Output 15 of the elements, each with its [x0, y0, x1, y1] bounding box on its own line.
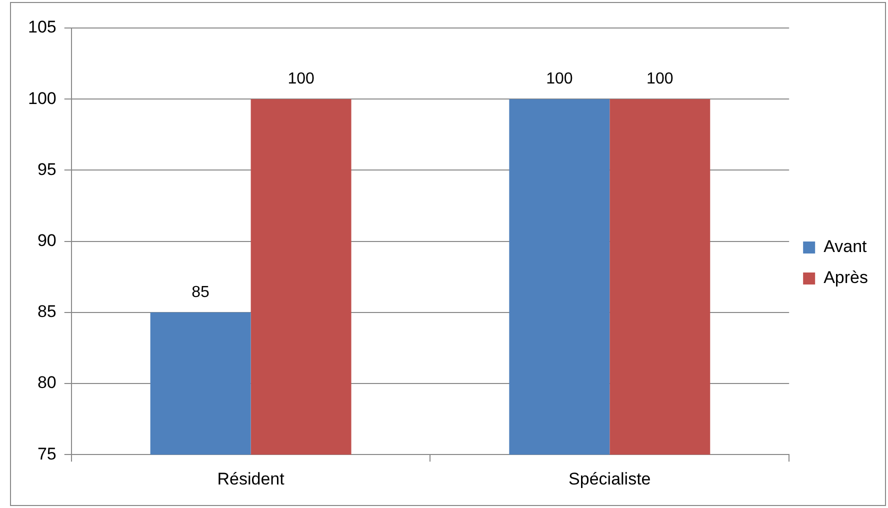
- y-tick-label: 105: [28, 18, 56, 37]
- data-label: 100: [288, 70, 314, 88]
- data-label: 85: [192, 284, 210, 301]
- y-tick-label: 95: [37, 160, 56, 179]
- data-label: 100: [646, 70, 674, 88]
- x-tick-label: Résident: [217, 469, 285, 488]
- x-tick-label: Spécialiste: [568, 469, 651, 488]
- data-label: 100: [546, 70, 573, 88]
- y-tick-label: 80: [37, 373, 56, 392]
- legend-label: Avant: [824, 237, 868, 256]
- y-tick-label: 85: [37, 302, 56, 322]
- y-tick-label: 75: [37, 444, 56, 464]
- y-tick-label: 90: [37, 230, 56, 250]
- y-tick-label: 100: [28, 88, 56, 108]
- legend-label: Après: [824, 268, 868, 288]
